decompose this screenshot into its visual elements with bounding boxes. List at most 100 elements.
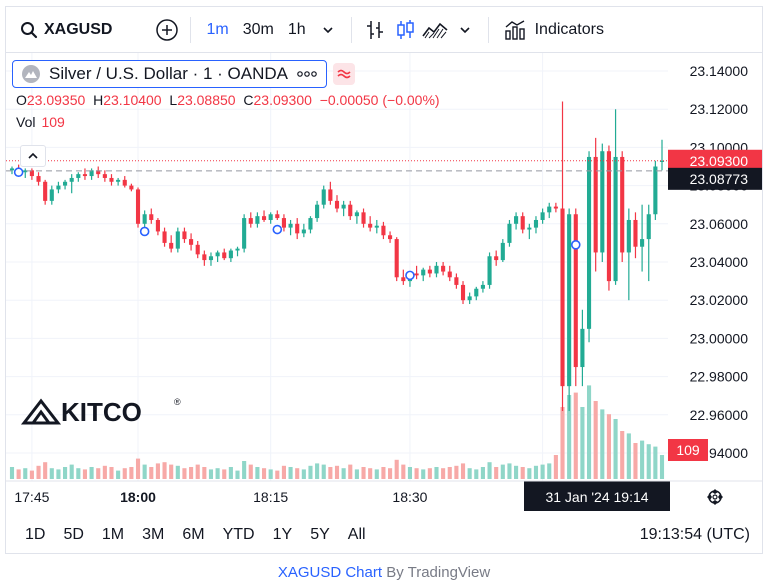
interval-30m[interactable]: 30m xyxy=(242,20,274,38)
volume-bar xyxy=(228,467,233,479)
volume-bar xyxy=(328,467,333,479)
candle-body xyxy=(116,179,121,182)
event-marker[interactable] xyxy=(139,226,150,237)
event-marker[interactable] xyxy=(13,167,24,178)
ohlc-values: O23.09350 H23.10400 L23.08850 C23.09300 … xyxy=(16,92,440,108)
range-ytd[interactable]: YTD xyxy=(222,526,255,543)
symbol-search[interactable]: XAGUSD xyxy=(6,7,112,53)
range-6m[interactable]: 6M xyxy=(182,526,205,543)
price-axis-bg xyxy=(668,53,762,481)
candle-body xyxy=(341,204,346,209)
compare-button[interactable] xyxy=(152,15,182,45)
volume-bar xyxy=(580,407,585,479)
volume-bar xyxy=(381,467,386,479)
candle-body xyxy=(414,273,419,276)
event-marker[interactable] xyxy=(570,240,581,250)
event-marker[interactable] xyxy=(272,224,283,235)
candle-body xyxy=(659,160,665,162)
candle-body xyxy=(454,277,459,285)
low-label: L xyxy=(169,92,178,108)
candle-body xyxy=(467,296,472,301)
candle-body xyxy=(149,214,154,220)
area-style-button[interactable] xyxy=(420,15,450,45)
utc-clock[interactable]: 19:13:54 (UTC) xyxy=(639,526,750,543)
candle-body xyxy=(222,252,227,259)
volume-bar xyxy=(407,467,413,479)
candle-body xyxy=(142,214,147,224)
interval-1m[interactable]: 1m xyxy=(206,20,229,38)
price-tick-label: 22.98000 xyxy=(690,369,749,385)
volume-bar xyxy=(288,467,293,479)
interval-dropdown[interactable] xyxy=(313,15,343,45)
more-options-icon[interactable] xyxy=(296,70,318,78)
price-tick-label: 23.00000 xyxy=(690,330,749,346)
price-tick-label: 23.04000 xyxy=(690,254,749,270)
tradingview-credit[interactable]: By TradingView xyxy=(386,564,491,581)
candle-body xyxy=(82,174,88,177)
crosshair-time-label-bg xyxy=(524,481,670,511)
volume-bar xyxy=(102,465,107,479)
candle-body xyxy=(155,219,160,232)
candle-body xyxy=(202,254,207,261)
candle-body xyxy=(182,231,187,240)
collapse-legend-button[interactable] xyxy=(20,145,46,167)
interval-1h[interactable]: 1h xyxy=(287,20,306,38)
volume-bar xyxy=(348,464,353,479)
ohlc-bars-icon xyxy=(366,20,383,39)
volume-bar xyxy=(202,467,207,479)
range-3m[interactable]: 3M xyxy=(142,526,165,543)
candle-body xyxy=(9,168,15,171)
volume-bar xyxy=(573,392,578,479)
price-chart[interactable]: KITCO ® 23.1400023.1200023.1000023.08000… xyxy=(6,53,762,515)
chart-widget: XAGUSD 1m 30m 1h Indicators xyxy=(5,6,763,554)
open-value: 23.09350 xyxy=(26,92,86,108)
chart-settings-button[interactable] xyxy=(707,489,723,505)
volume-bar xyxy=(547,463,552,479)
volume-bar xyxy=(49,468,54,479)
footer-attribution: XAGUSD Chart By TradingView xyxy=(0,564,768,581)
candles-style-button[interactable] xyxy=(390,15,420,45)
chart-style-dropdown[interactable] xyxy=(450,15,480,45)
candle-body xyxy=(129,185,134,190)
price-tick-label: 22.96000 xyxy=(690,407,749,423)
range-buttons: 1D 5D 1M 3M 6M YTD 1Y 5Y All xyxy=(6,526,375,544)
candle-body xyxy=(63,181,68,186)
volume-bar xyxy=(361,467,366,479)
candle-body xyxy=(507,223,512,243)
range-1m[interactable]: 1M xyxy=(101,526,125,543)
candle-body xyxy=(348,204,353,217)
volume-bar xyxy=(527,468,532,479)
symbol-chart-link[interactable]: XAGUSD Chart xyxy=(277,564,383,581)
candle-body xyxy=(447,271,452,278)
registered-mark: ® xyxy=(174,397,181,407)
volume-label: Vol xyxy=(16,114,36,130)
volume-bar xyxy=(248,464,253,479)
price-axis: 23.1400023.1200023.1000023.0800023.06000… xyxy=(668,53,762,481)
range-1y[interactable]: 1Y xyxy=(272,526,293,543)
bars-style-button[interactable] xyxy=(360,15,390,45)
range-5y[interactable]: 5Y xyxy=(310,526,330,543)
range-5d[interactable]: 5D xyxy=(63,526,84,543)
candle-body xyxy=(427,269,432,274)
volume-bar xyxy=(96,468,101,479)
market-status-badge[interactable] xyxy=(333,63,355,85)
range-1d[interactable]: 1D xyxy=(25,526,46,543)
symbol-title-box[interactable]: Silver / U.S. Dollar · 1 · OANDA xyxy=(12,60,327,88)
volume-bar xyxy=(222,469,227,479)
candle-body xyxy=(553,206,558,209)
indicators-icon xyxy=(504,19,525,40)
range-all[interactable]: All xyxy=(347,526,366,543)
wave-icon xyxy=(337,69,351,79)
volume-bar xyxy=(640,440,645,479)
candle-body xyxy=(89,170,94,177)
volume-axis-label-bg xyxy=(668,439,708,461)
volume-bar xyxy=(29,470,34,479)
candle-body xyxy=(494,256,499,261)
legend: Silver / U.S. Dollar · 1 · OANDA O23.093… xyxy=(12,60,440,130)
candle-body xyxy=(301,229,306,234)
event-marker[interactable] xyxy=(405,270,415,281)
candle-body xyxy=(268,214,273,220)
indicators-button[interactable]: Indicators xyxy=(497,7,610,53)
candle-body xyxy=(49,189,54,201)
candle-body xyxy=(520,216,525,230)
